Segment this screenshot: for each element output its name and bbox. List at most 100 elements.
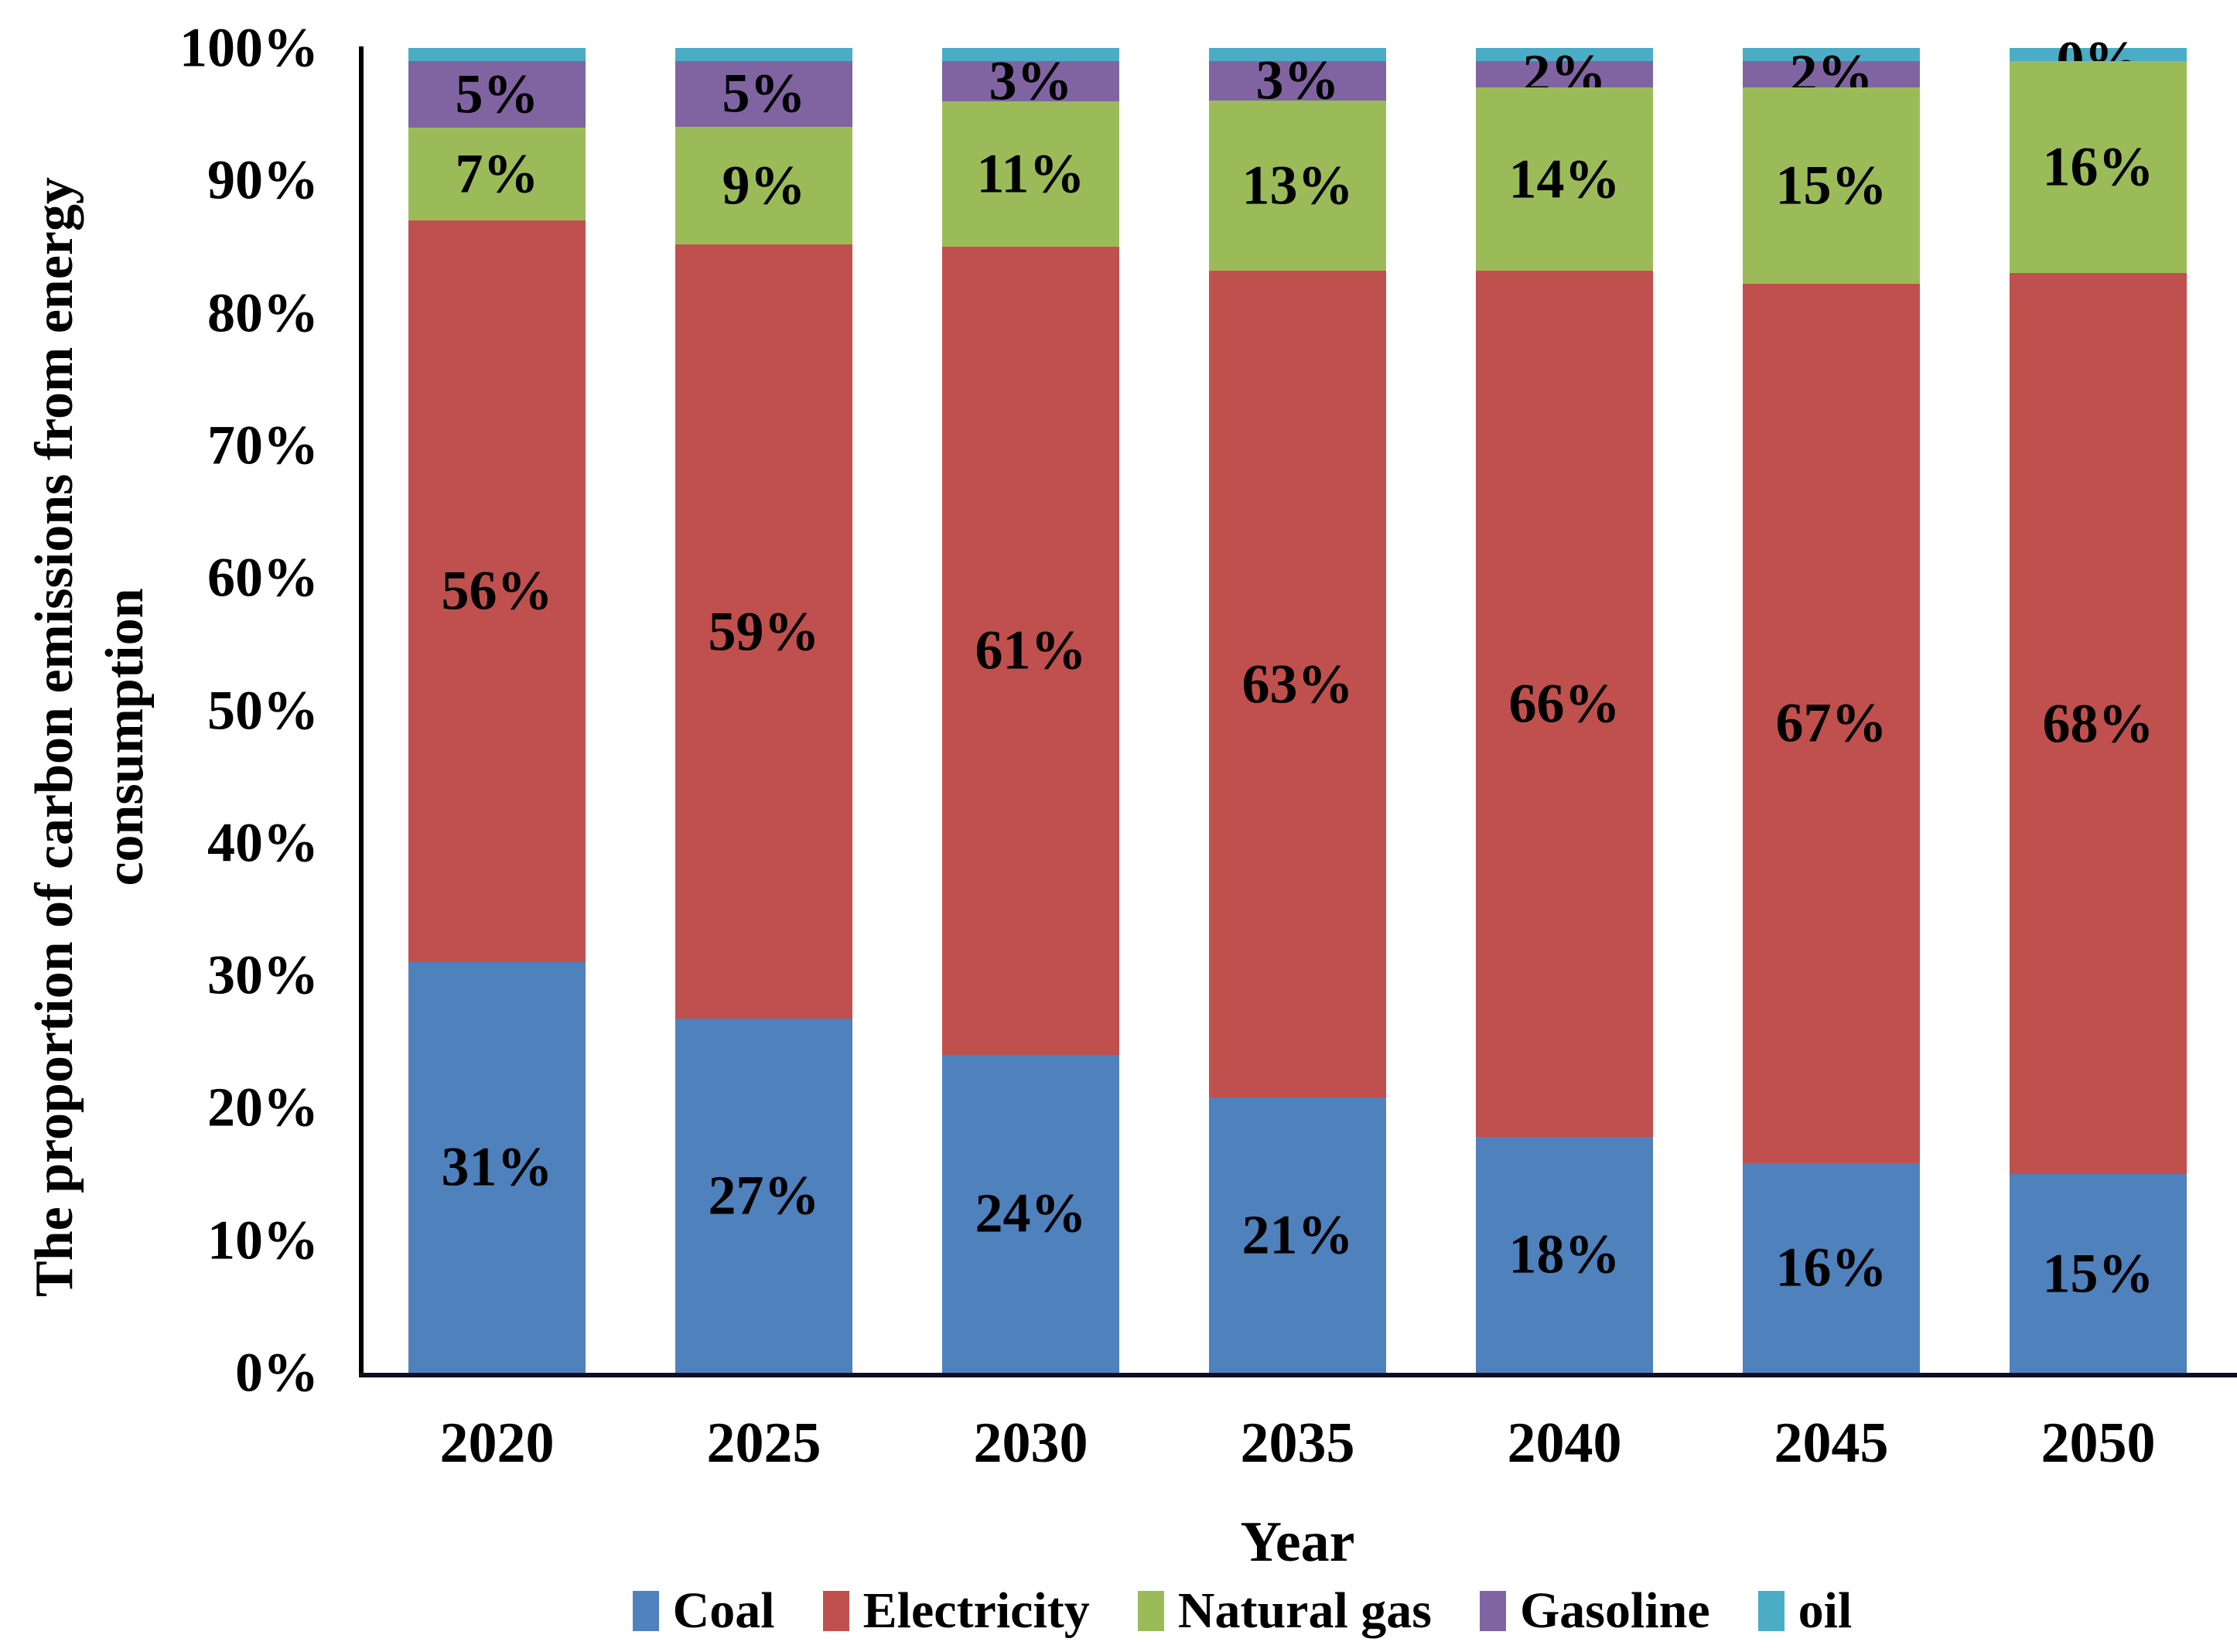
y-tick-label-70: 70% [207,414,319,476]
bar-segment-natural-gas-2025: 9% [675,126,853,245]
bar-segment-oil-2050 [2009,48,2187,62]
x-tick-label-2050: 2050 [2041,1411,2156,1475]
data-label: 9% [722,154,806,217]
y-tick-label-50: 50% [207,679,319,741]
data-label: 16% [1775,1236,1887,1299]
y-tick-label-10: 10% [207,1209,319,1271]
bar-segment-oil-2020 [408,48,586,62]
data-label: 31% [441,1135,553,1198]
bar-segment-coal-2040: 18% [1475,1136,1654,1373]
legend-item-oil: oil [1757,1582,1853,1640]
y-tick-label-20: 20% [207,1076,319,1138]
bar-2025: 5% 9% 59% 27% [675,48,853,1373]
bar-segment-gasoline-2030: 3% [941,49,1120,111]
x-tick-label-2040: 2040 [1507,1411,1622,1475]
legend-label-electricity: Electricity [862,1582,1090,1639]
bar-2050: 0%16%68%15% [2009,30,2187,1373]
data-label: 68% [2042,692,2154,755]
bar-segment-electricity-2030: 61% [941,246,1120,1055]
bar-2020: 5% 7% 56% 31% [408,48,586,1373]
y-tick-label-0: 0% [235,1341,319,1404]
data-label: 13% [1241,154,1354,217]
bar-segment-oil-2045 [1742,48,1921,61]
data-label: 5% [455,63,539,125]
data-label: 14% [1508,148,1621,210]
bar-segment-oil-2025 [675,48,853,61]
data-label: 61% [975,619,1087,681]
data-label: 16% [2042,135,2154,198]
data-label: 67% [1775,691,1887,754]
data-label: 56% [441,559,553,622]
x-axis-title: Year [1240,1510,1355,1574]
y-tick-label-60: 60% [207,546,319,609]
x-axis-tick-labels: 2020 2025 2030 2035 2040 2045 2050 [364,1411,2232,1480]
bar-segment-coal-2050: 15% [2009,1174,2187,1373]
legend-label-oil: oil [1798,1582,1853,1639]
bar-segment-gasoline-2045: 2% [1742,43,1921,104]
data-label: 15% [2042,1242,2154,1304]
legend-swatch-natural-gas [1137,1591,1164,1631]
legend-swatch-oil [1757,1591,1784,1631]
data-label: 11% [976,142,1085,205]
plot-area: 5% 7% 56% 31% 5% 9% 59% 27% 3% 11% 61% 24% 3% 13% 63% 2… [359,30,2237,1377]
data-label: 15% [1775,154,1887,217]
legend-item-gasoline: Gasoline [1479,1582,1710,1640]
x-tick-label-2025: 2025 [706,1411,821,1475]
bar-segment-oil-2030 [941,48,1120,62]
bar-segment-gasoline-2035: 3% [1208,49,1387,111]
legend-item-electricity: Electricity [822,1582,1090,1640]
data-label: 18% [1508,1223,1621,1285]
legend-item-coal: Coal [632,1582,775,1640]
data-label: 5% [722,62,806,125]
legend-swatch-gasoline [1479,1591,1506,1631]
legend-item-natural-gas: Natural gas [1137,1582,1432,1640]
data-label: 7% [455,142,539,205]
bar-segment-natural-gas-2035: 13% [1208,100,1387,271]
x-axis-line [359,1373,2237,1377]
x-tick-label-2045: 2045 [1774,1411,1889,1475]
bar-segment-natural-gas-2020: 7% [408,127,586,220]
legend-swatch-electricity [822,1591,849,1631]
bar-segment-coal-2020: 31% [408,961,586,1373]
legend-swatch-coal [632,1591,659,1631]
legend-label-coal: Coal [672,1582,775,1639]
legend-label-gasoline: Gasoline [1519,1582,1710,1639]
data-label: 21% [1241,1203,1354,1266]
bar-segment-electricity-2020: 56% [408,220,586,962]
bar-segment-electricity-2045: 67% [1742,284,1921,1163]
y-tick-label-100: 100% [179,16,319,79]
data-label: 24% [975,1182,1087,1244]
data-label: 66% [1508,672,1621,735]
bar-segment-electricity-2050: 68% [2009,273,2187,1175]
bar-segment-gasoline-2025: 5% [675,60,853,127]
y-tick-label-30: 30% [207,944,319,1006]
bar-segment-coal-2030: 24% [941,1054,1120,1373]
bar-segment-coal-2035: 21% [1208,1097,1387,1373]
bar-2040: 2% 14% 66% 18% [1475,43,1654,1373]
y-tick-label-80: 80% [207,282,319,344]
y-tick-label-40: 40% [207,811,319,874]
bar-segment-oil-2035 [1208,48,1387,61]
data-label: 27% [708,1164,820,1227]
bar-segment-gasoline-2020: 5% [408,61,586,128]
bar-segment-natural-gas-2050: 16% [2009,61,2187,274]
data-label: 63% [1241,653,1354,715]
data-label: 59% [708,600,820,663]
legend-label-natural-gas: Natural gas [1177,1582,1432,1639]
y-axis-line [359,46,364,1377]
bar-segment-natural-gas-2030: 11% [941,101,1120,247]
bar-segment-electricity-2025: 59% [675,244,853,1019]
bar-segment-oil-2040 [1475,48,1654,61]
bar-segment-electricity-2035: 63% [1208,271,1387,1097]
bar-2045: 2% 15% 67% 16% [1742,43,1921,1373]
x-tick-label-2020: 2020 [439,1411,555,1475]
bar-segment-gasoline-2040: 2% [1475,43,1654,104]
x-tick-label-2035: 2035 [1240,1411,1355,1475]
bar-segment-natural-gas-2045: 15% [1742,87,1921,285]
bar-segment-electricity-2040: 66% [1475,271,1654,1137]
bar-2035: 3% 13% 63% 21% [1208,48,1387,1373]
bar-segment-natural-gas-2040: 14% [1475,87,1654,271]
legend: Coal Electricity Natural gas Gasoline oil [248,1578,2237,1644]
bar-2030: 3% 11% 61% 24% [941,48,1120,1373]
